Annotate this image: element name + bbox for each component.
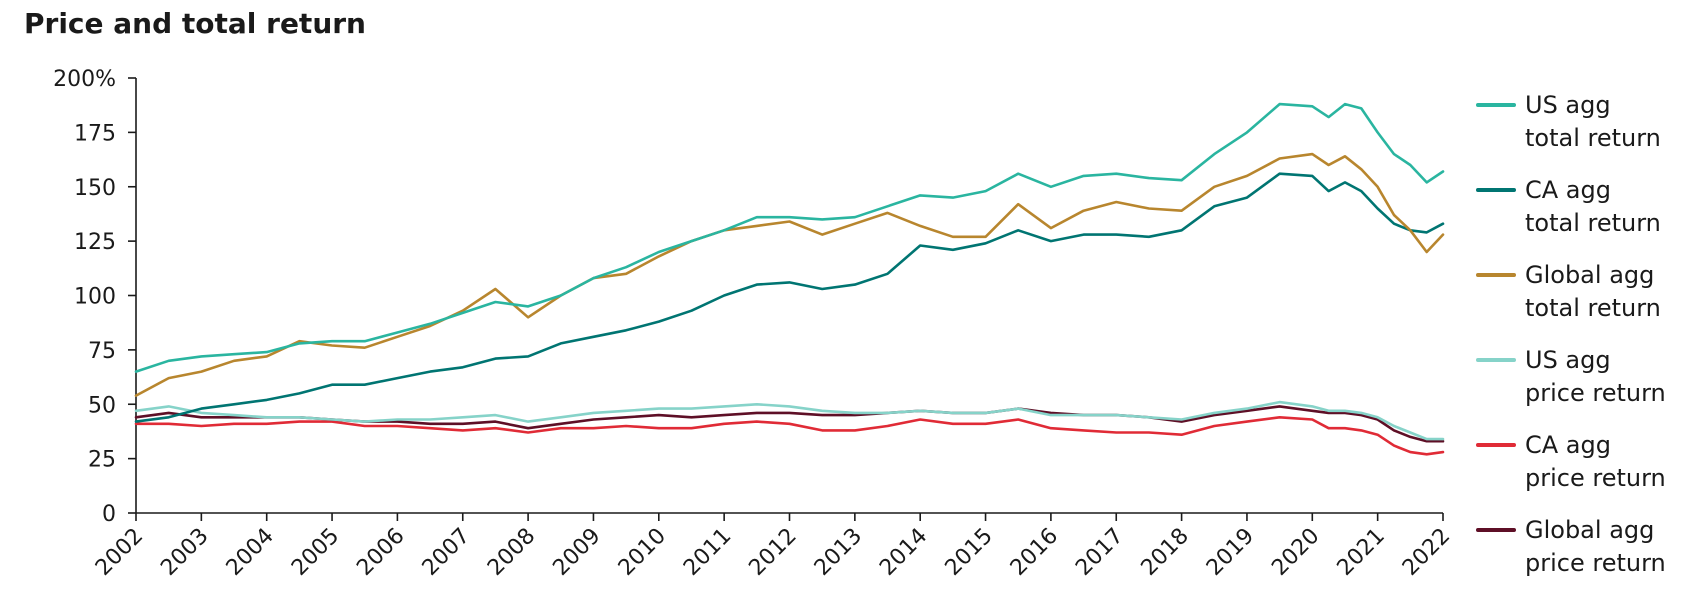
y-tick-label: 150: [74, 176, 116, 201]
legend-label: Global agg: [1525, 261, 1654, 289]
chart-title: Price and total return: [24, 7, 366, 40]
legend-label: price return: [1525, 549, 1666, 577]
x-tick-label: 2017: [1071, 524, 1128, 581]
legend-label: total return: [1525, 124, 1661, 152]
legend: US agg total return CA agg total return Glob…: [1476, 91, 1666, 577]
y-tick-label: 25: [88, 448, 116, 473]
x-tick-label: 2018: [1137, 524, 1194, 581]
x-tick-label: 2011: [679, 524, 736, 581]
x-tick-label: 2015: [941, 524, 998, 581]
x-tick-label: 2003: [156, 524, 213, 581]
series-line-ca-agg-total-return: [134, 172, 1445, 423]
legend-label: Global agg: [1525, 516, 1654, 544]
series-line-ca-agg-price-return: [134, 416, 1445, 456]
y-tick-label: 175: [74, 121, 116, 146]
legend-label: price return: [1525, 464, 1666, 492]
x-tick-label: 2019: [1202, 524, 1259, 581]
y-tick-label: 50: [88, 393, 116, 418]
x-tick-label: 2004: [222, 524, 279, 581]
legend-label: US agg: [1525, 346, 1611, 374]
x-axis-ticks: 2002 2003 2004 2005 2006 2007 2008 2009 2010 2011…: [91, 513, 1455, 581]
legend-label: CA agg: [1525, 431, 1611, 459]
legend-label: US agg: [1525, 91, 1611, 119]
x-tick-label: 2016: [1006, 524, 1063, 581]
x-tick-label: 2012: [744, 524, 801, 581]
legend-label: price return: [1525, 379, 1666, 407]
x-tick-label: 2021: [1333, 524, 1390, 581]
y-tick-label: 200%: [53, 67, 116, 92]
series-line-us-agg-total-return: [134, 102, 1445, 373]
legend-label: total return: [1525, 294, 1661, 322]
plot-area: 0 25 50 75 100 125 150 175 200% 2002 2003 2004 2005…: [53, 67, 1455, 581]
y-tick-label: 125: [74, 230, 116, 255]
x-tick-label: 2007: [418, 524, 475, 581]
y-tick-label: 75: [88, 339, 116, 364]
x-tick-label: 2013: [810, 524, 867, 581]
x-tick-label: 2022: [1398, 524, 1455, 581]
y-tick-label: 100: [74, 285, 116, 310]
y-tick-label: 0: [102, 502, 116, 527]
x-tick-label: 2020: [1267, 524, 1324, 581]
x-tick-label: 2014: [875, 524, 932, 581]
x-tick-label: 2002: [91, 524, 148, 581]
x-tick-label: 2008: [483, 524, 540, 581]
legend-label: CA agg: [1525, 176, 1611, 204]
legend-label: total return: [1525, 209, 1661, 237]
series-lines: [134, 102, 1445, 456]
series-line-global-agg-total-return: [134, 152, 1445, 397]
series-line-us-agg-price-return: [134, 400, 1445, 441]
x-tick-label: 2006: [352, 524, 409, 581]
x-tick-label: 2010: [614, 524, 671, 581]
y-axis-ticks: 0 25 50 75 100 125 150 175 200%: [53, 67, 136, 527]
x-tick-label: 2005: [287, 524, 344, 581]
x-tick-label: 2009: [548, 524, 605, 581]
